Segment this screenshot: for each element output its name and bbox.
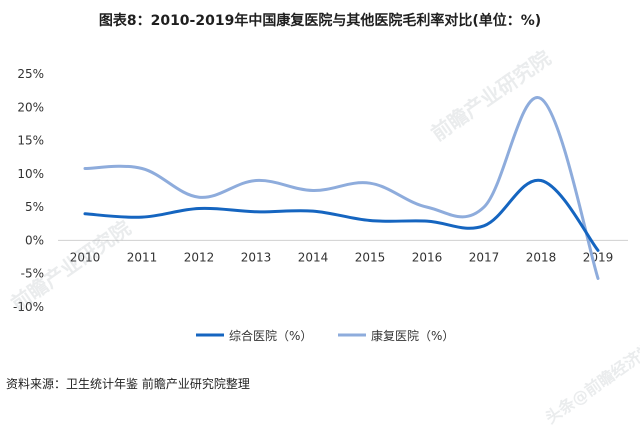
legend: 综合医院（%） 康复医院（%） <box>196 328 454 343</box>
x-tick-label: 2019 <box>583 250 614 264</box>
x-tick-label: 2015 <box>355 250 386 264</box>
x-tick-label: 2013 <box>241 250 272 264</box>
x-tick-label: 2010 <box>70 250 101 264</box>
x-axis-ticks: 2010 2011 2012 2013 2014 2015 2016 2017 2018 2019 <box>70 250 614 264</box>
y-tick-label: 5% <box>25 200 44 214</box>
y-tick-label: -10% <box>13 300 44 314</box>
legend-label: 康复医院（%） <box>371 328 454 343</box>
line-chart: 25% 20% 15% 10% 5% 0% -5% -10% 2010 2011 2012 2013… <box>13 67 628 343</box>
y-tick-label: -5% <box>21 267 44 281</box>
y-axis-ticks: 25% 20% 15% 10% 5% 0% -5% -10% <box>13 67 44 314</box>
x-tick-label: 2014 <box>298 250 329 264</box>
series-lines <box>83 96 600 280</box>
chart-title: 图表8：2010-2019年中国康复医院与其他医院毛利率对比(单位：%) <box>98 13 542 29</box>
x-tick-label: 2011 <box>127 250 158 264</box>
x-tick-label: 2017 <box>469 250 500 264</box>
x-tick-label: 2018 <box>526 250 557 264</box>
y-tick-label: 25% <box>17 67 44 81</box>
y-tick-label: 10% <box>17 167 44 181</box>
x-tick-label: 2012 <box>184 250 215 264</box>
x-tick-label: 2016 <box>412 250 443 264</box>
source-note: 资料来源：卫生统计年鉴 前瞻产业研究院整理 <box>6 377 250 391</box>
series-line-0 <box>83 178 600 252</box>
series-line-1 <box>83 96 600 280</box>
y-tick-label: 0% <box>25 233 44 247</box>
y-tick-label: 20% <box>17 100 44 114</box>
legend-label: 综合医院（%） <box>229 328 312 343</box>
y-tick-label: 15% <box>17 134 44 148</box>
